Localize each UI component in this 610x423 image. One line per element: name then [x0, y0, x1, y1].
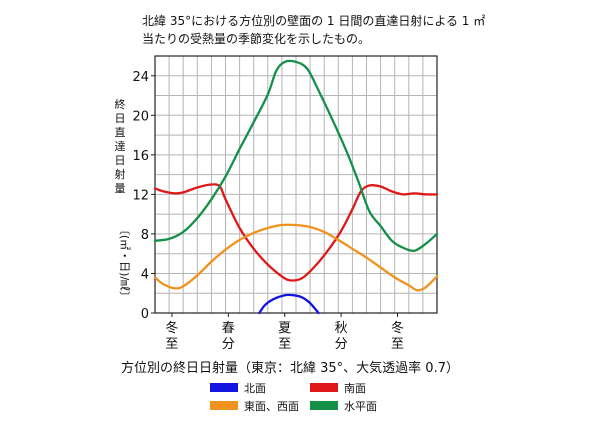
east-west-wall-line: [153, 223, 439, 292]
x-tick-label: 夏至: [278, 321, 291, 352]
legend-swatch: [310, 383, 338, 392]
legend-label: 南面: [344, 382, 366, 395]
legend-south: 南面: [310, 382, 366, 395]
legend-east-west: 東面、西面: [210, 400, 299, 413]
legend-swatch: [210, 383, 238, 392]
y-tick-label: 20: [132, 109, 149, 124]
y-tick-label: 0: [141, 307, 149, 322]
y-axis-label: 終日直達日射量〔(㎡・日)/㎖〕: [115, 97, 132, 302]
x-axis: 冬至 春分 夏至 秋分 冬至: [165, 313, 404, 352]
caption-line-2: 当たりの受熱量の季節変化を示したもの。: [142, 32, 371, 46]
legend-label: 東面、西面: [244, 400, 299, 413]
caption-line-1: 北緯 35°における方位別の壁面の 1 日間の直達日射による 1 ㎡: [142, 14, 486, 28]
legend-north: 北面: [210, 382, 266, 395]
plot-frame: [154, 55, 438, 314]
y-tick-label: 16: [132, 149, 149, 164]
legend-label: 水平面: [344, 400, 377, 413]
y-tick-label: 4: [141, 267, 149, 282]
y-axis: 0 4 8 12 16 20 24: [132, 70, 155, 322]
chart-title: 方位別の終日日射量（東京：北緯 35°、大気透過率 0.7）: [121, 360, 459, 376]
data-series: [153, 59, 439, 315]
x-tick-label: 秋分: [335, 321, 348, 352]
south-wall-line: [153, 183, 439, 282]
y-axis-unit: 〔(㎡・日)/㎖〕: [118, 224, 131, 302]
x-tick-label: 冬至: [391, 320, 404, 352]
north-wall-line: [258, 293, 320, 315]
y-tick-label: 8: [141, 228, 149, 243]
y-tick-label: 24: [132, 70, 149, 85]
chart-caption: 北緯 35°における方位別の壁面の 1 日間の直達日射による 1 ㎡ 当たりの受…: [142, 12, 562, 48]
legend-horizontal: 水平面: [310, 400, 377, 413]
legend-swatch: [310, 401, 338, 410]
horizontal-surface-line: [153, 59, 439, 252]
y-tick-label: 12: [132, 188, 149, 203]
y-axis-title: 終日直達日射量: [115, 97, 126, 195]
legend-label: 北面: [244, 382, 266, 395]
x-tick-label: 冬至: [165, 320, 178, 352]
x-tick-label: 春分: [222, 321, 235, 352]
legend-swatch: [210, 401, 238, 410]
